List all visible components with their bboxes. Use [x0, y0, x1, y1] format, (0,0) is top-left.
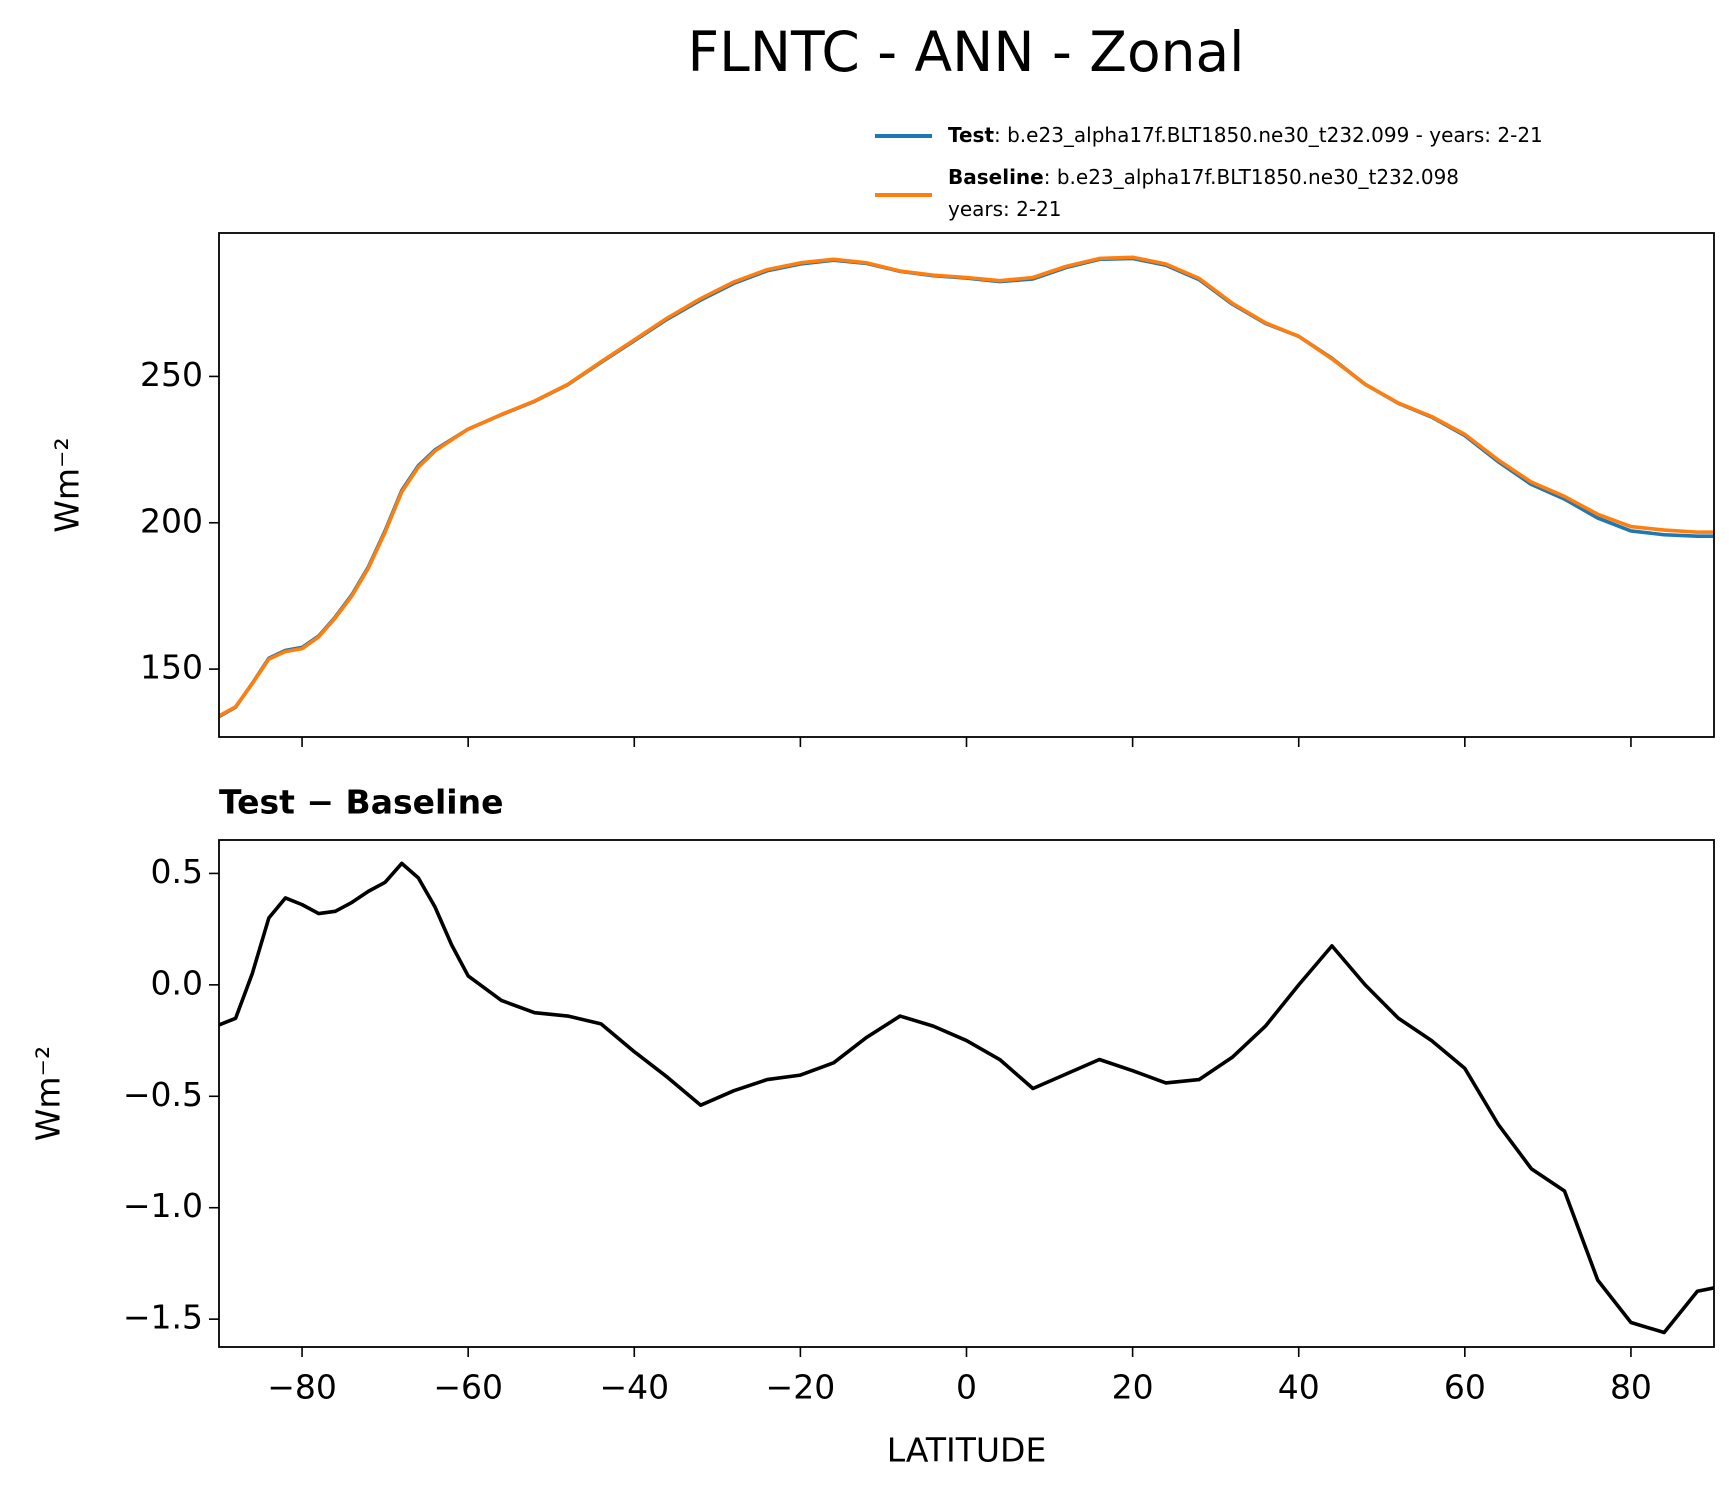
y-tick-label: −1.5	[123, 1298, 203, 1337]
axes-title: Test − Baseline	[219, 783, 504, 822]
y-tick-label: 250	[140, 355, 203, 394]
x-tick-label: −60	[433, 1368, 503, 1407]
x-tick-label: 20	[1112, 1368, 1154, 1407]
y-tick-label: 150	[140, 648, 203, 687]
data-line	[219, 861, 1714, 1335]
y-tick-label: −1.0	[123, 1186, 203, 1225]
y-tick-label: 0.0	[151, 963, 203, 1002]
x-tick-label: 40	[1278, 1368, 1320, 1407]
x-tick-label: −20	[766, 1368, 836, 1407]
data-line	[219, 255, 1714, 718]
x-tick-label: 80	[1610, 1368, 1652, 1407]
legend-text: Baseline: b.e23_alpha17f.BLT1850.ne30_t2…	[948, 165, 1459, 189]
legend-description: : b.e23_alpha17f.BLT1850.ne30_t232.098	[1044, 165, 1459, 189]
legend-name: Baseline	[948, 165, 1044, 189]
figure-title: FLNTC - ANN - Zonal	[688, 20, 1245, 84]
axes-frame	[218, 232, 1715, 738]
axes-frame	[218, 839, 1715, 1348]
y-tick-label: 0.5	[151, 852, 203, 891]
legend-description: years: 2-21	[948, 197, 1062, 221]
x-tick-label: 0	[956, 1368, 977, 1407]
legend-name: Test	[948, 123, 994, 147]
x-axis-label: LATITUDE	[887, 1431, 1047, 1470]
x-tick-label: −80	[267, 1368, 337, 1407]
y-tick-label: 200	[140, 501, 203, 540]
y-axis-label: Wm⁻²	[48, 437, 87, 532]
legend-description: : b.e23_alpha17f.BLT1850.ne30_t232.099 -…	[994, 123, 1543, 147]
x-tick-label: −40	[599, 1368, 669, 1407]
x-tick-label: 60	[1444, 1368, 1486, 1407]
y-axis-label: Wm⁻²	[29, 1046, 68, 1141]
y-tick-label: −0.5	[123, 1075, 203, 1114]
legend-text: years: 2-21	[948, 197, 1062, 221]
legend-text: Test: b.e23_alpha17f.BLT1850.ne30_t232.0…	[948, 123, 1543, 147]
